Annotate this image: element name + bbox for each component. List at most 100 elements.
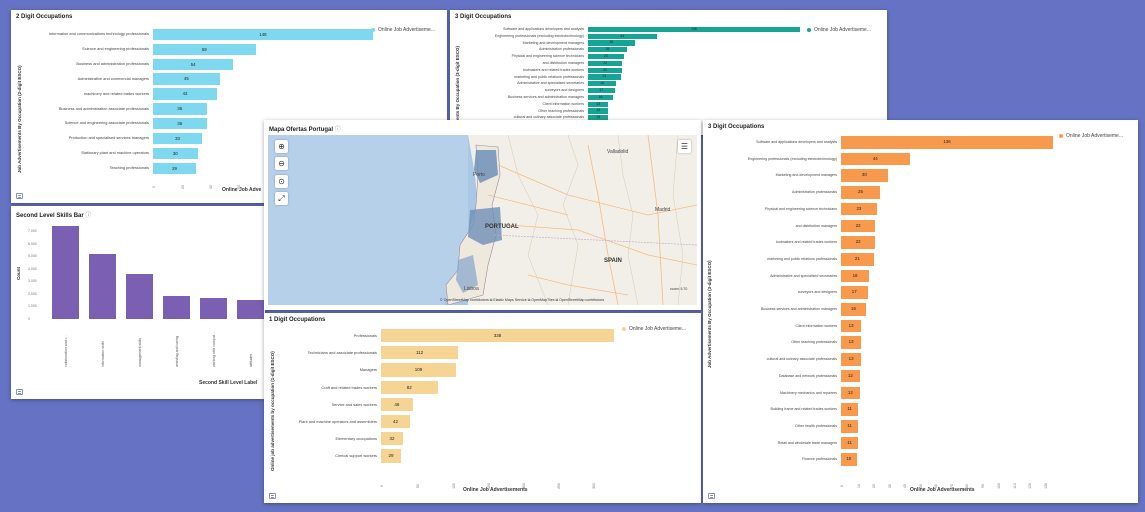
- bar[interactable]: 13: [588, 108, 609, 114]
- bar-row[interactable]: Client information workers 13: [450, 101, 800, 108]
- bar[interactable]: 11: [841, 403, 859, 416]
- bar[interactable]: 17: [841, 286, 868, 299]
- legend-item[interactable]: Online Job Advertiseme...: [622, 326, 686, 332]
- bar[interactable]: 30: [588, 40, 635, 46]
- bar-row[interactable]: Clerical support workers 29: [264, 447, 619, 464]
- bar-row[interactable]: toolmakers and related trades workers 22: [450, 67, 800, 74]
- bar-row[interactable]: Physical and engineering science technic…: [450, 53, 800, 60]
- bar[interactable]: 11: [841, 419, 859, 433]
- bar[interactable]: 69: [153, 43, 256, 55]
- bar-row[interactable]: Production and specialised services mana…: [11, 131, 363, 146]
- bar[interactable]: 16: [588, 94, 613, 100]
- bar-row[interactable]: Administration professionals 25: [450, 46, 800, 53]
- bar[interactable]: 45: [153, 73, 220, 85]
- column-bar[interactable]: [126, 273, 153, 319]
- bar-row[interactable]: Other health professionals 11: [703, 418, 1055, 435]
- bar[interactable]: 22: [588, 60, 623, 66]
- legend-item[interactable]: Online Job Advertiseme...: [371, 27, 435, 33]
- bar[interactable]: 13: [588, 115, 609, 121]
- fullscreen-button[interactable]: ⤢: [275, 192, 288, 205]
- bar[interactable]: 32: [381, 432, 404, 446]
- column-bar[interactable]: [200, 297, 227, 319]
- bar[interactable]: 22: [841, 236, 876, 249]
- map-canvas[interactable]: ⊕ ⊖ ⊙ ⤢ ☰ PORTUGAL SPAIN Porto Lisboa Ma…: [268, 135, 697, 305]
- bar-row[interactable]: Stationary plant and machine operators 30: [11, 146, 363, 161]
- bar-row[interactable]: Physical and engineering science technic…: [703, 201, 1055, 218]
- bar-row[interactable]: Elementary occupations 32: [264, 430, 619, 447]
- reset-view-button[interactable]: ⊙: [275, 175, 288, 188]
- bar-row[interactable]: Business and administration associate pr…: [11, 102, 363, 117]
- column-bar[interactable]: [89, 253, 116, 319]
- bar-row[interactable]: Science and engineering professionals 69: [11, 42, 363, 57]
- map-attribution[interactable]: © OpenStreetMap contributors ⧉ Elastic M…: [440, 298, 605, 302]
- bar[interactable]: 12: [841, 369, 860, 383]
- bar[interactable]: 136: [841, 136, 1053, 149]
- bar[interactable]: 23: [588, 54, 624, 60]
- bar-row[interactable]: Engineering professionals (excluding ele…: [450, 33, 800, 40]
- bar-row[interactable]: marketing and public relations professio…: [703, 251, 1055, 268]
- bar[interactable]: 338: [381, 329, 614, 343]
- bar-row[interactable]: machinery and related trades workers 43: [11, 87, 363, 102]
- bar[interactable]: 148: [153, 28, 373, 41]
- bar-row[interactable]: Other teaching professionals 13: [450, 108, 800, 115]
- inspect-icon[interactable]: [708, 493, 715, 499]
- bar-row[interactable]: Machinery mechanics and repairers 12: [703, 385, 1055, 402]
- bar-row[interactable]: Software and applications developers and…: [703, 134, 1055, 151]
- bar[interactable]: 33: [153, 133, 203, 145]
- bar[interactable]: 18: [588, 81, 617, 87]
- bar-row[interactable]: Database and network professionals 12: [703, 368, 1055, 385]
- bar-row[interactable]: Finance professionals 10: [703, 451, 1055, 468]
- zoom-in-button[interactable]: ⊕: [275, 140, 288, 153]
- bar[interactable]: 13: [841, 353, 862, 366]
- bar-row[interactable]: cultural and culinary associate professi…: [450, 114, 800, 121]
- bar[interactable]: 25: [841, 186, 880, 199]
- bar[interactable]: 21: [841, 252, 874, 266]
- bar-row[interactable]: surveyors and designers 17: [703, 284, 1055, 301]
- bar[interactable]: 42: [381, 415, 410, 429]
- bar[interactable]: 22: [841, 219, 876, 233]
- bar-row[interactable]: Science and engineering associate profes…: [11, 116, 363, 131]
- bar-row[interactable]: Business services and administration man…: [703, 301, 1055, 318]
- bar-row[interactable]: Plant and machine operators and assemble…: [264, 413, 619, 430]
- bar[interactable]: 13: [588, 101, 609, 107]
- bar-row[interactable]: Professionals 338: [264, 327, 619, 344]
- column-bar[interactable]: [237, 299, 264, 319]
- bar[interactable]: 36: [153, 103, 207, 115]
- bar-row[interactable]: marketing and public relations professio…: [450, 74, 800, 81]
- bar[interactable]: 112: [381, 346, 459, 360]
- bar[interactable]: 44: [588, 33, 657, 39]
- bar-row[interactable]: and distribution managers 22: [703, 218, 1055, 235]
- bar[interactable]: 43: [153, 88, 217, 100]
- bar-row[interactable]: Managers 109: [264, 361, 619, 378]
- bar-row[interactable]: Information and communications technolog…: [11, 27, 373, 42]
- bar[interactable]: 36: [153, 118, 207, 130]
- bar[interactable]: 23: [841, 202, 877, 216]
- legend-item[interactable]: Online Job Advertiseme...: [807, 27, 871, 33]
- bar-row[interactable]: Retail and wholesale trade managers 11: [703, 435, 1055, 452]
- bar-row[interactable]: Other teaching professionals 13: [703, 334, 1055, 351]
- bar[interactable]: 82: [381, 380, 438, 394]
- bar[interactable]: 13: [841, 319, 862, 333]
- bar-row[interactable]: Business services and administration man…: [450, 94, 800, 101]
- zoom-out-button[interactable]: ⊖: [275, 157, 288, 170]
- bar-row[interactable]: Business and administration professional…: [11, 57, 363, 72]
- bar-row[interactable]: Administrative and commercial managers 45: [11, 72, 363, 87]
- bar[interactable]: 136: [588, 26, 800, 32]
- bar-row[interactable]: Client information workers 13: [703, 318, 1055, 335]
- bar-row[interactable]: Building frame and related trades worker…: [703, 401, 1055, 418]
- bar[interactable]: 30: [841, 169, 888, 183]
- bar[interactable]: 16: [841, 303, 866, 316]
- bar-row[interactable]: cultural and culinary associate professi…: [703, 351, 1055, 368]
- bar[interactable]: 54: [153, 58, 234, 70]
- info-icon[interactable]: ⓘ: [85, 213, 92, 219]
- inspect-icon[interactable]: [16, 193, 23, 199]
- bar[interactable]: 46: [381, 397, 413, 411]
- bar[interactable]: 25: [588, 47, 627, 53]
- bar-row[interactable]: Service and sales workers 46: [264, 396, 619, 413]
- bar[interactable]: 30: [153, 147, 198, 160]
- inspect-icon[interactable]: [269, 493, 276, 499]
- bar-row[interactable]: surveyors and designers 17: [450, 87, 800, 94]
- info-icon[interactable]: ⓘ: [334, 127, 341, 133]
- bar[interactable]: 13: [841, 336, 862, 350]
- bar[interactable]: 12: [841, 386, 860, 400]
